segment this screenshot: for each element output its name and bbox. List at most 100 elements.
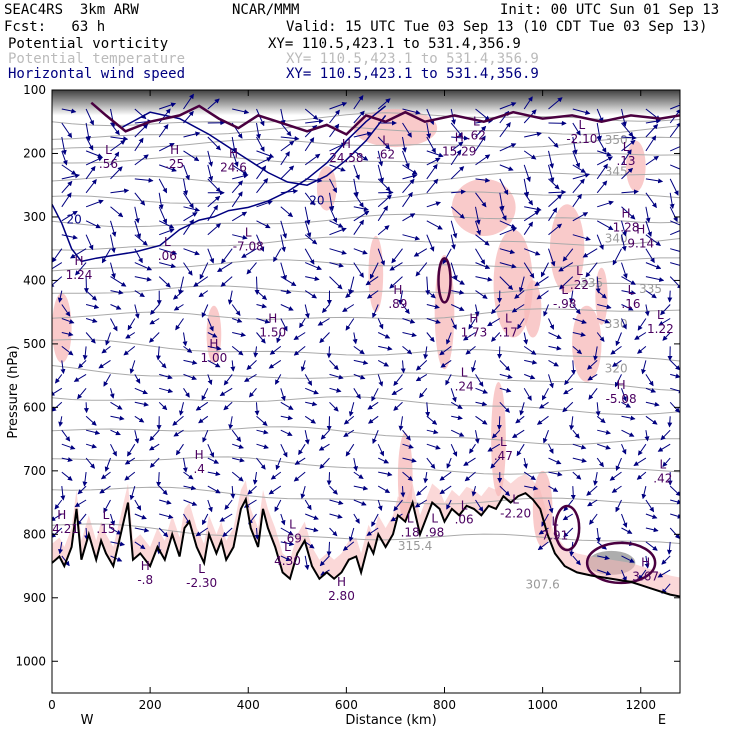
- extremum-mark: L: [657, 308, 664, 322]
- wind-arrow: [353, 373, 366, 380]
- theta-label: 307.6: [525, 577, 559, 591]
- field-label-pv: Potential vorticity: [8, 36, 169, 52]
- wind-arrow: [300, 485, 306, 500]
- wind-arrow: [414, 499, 428, 508]
- isentrope-line: [52, 486, 680, 505]
- wind-arrow: [280, 415, 294, 421]
- wind-arrow: [159, 373, 173, 380]
- wind-arrow: [524, 131, 542, 138]
- wind-arrow: [372, 304, 379, 319]
- wind-arrow: [110, 140, 126, 152]
- wind-arrow: [183, 359, 198, 365]
- wind-arrow: [280, 541, 295, 547]
- wind-arrow: [621, 429, 635, 437]
- theta-label: 315.4: [398, 539, 432, 553]
- wind-arrow: [207, 332, 218, 338]
- wind-arrow: [586, 360, 598, 370]
- wind-arrow: [353, 513, 360, 524]
- wind-arrow: [159, 262, 177, 269]
- wind-arrow: [304, 374, 313, 386]
- wind-arrow: [637, 318, 647, 331]
- wind-arrow: [304, 108, 319, 120]
- wind-arrow: [85, 318, 98, 323]
- east-endpoint-label: E: [658, 713, 666, 728]
- wind-arrow: [198, 415, 209, 424]
- wind-arrow: [256, 332, 266, 344]
- wind-arrow: [221, 248, 233, 264]
- wind-arrow: [523, 96, 533, 110]
- wind-arrow: [400, 486, 406, 498]
- wind-arrow: [158, 360, 167, 369]
- wind-arrow: [280, 188, 299, 194]
- wind-arrow: [572, 318, 587, 324]
- wind-arrow: [415, 262, 428, 277]
- wind-arrow: [660, 304, 671, 316]
- wind-arrow: [389, 262, 403, 271]
- wind-arrow: [377, 205, 388, 222]
- wind-arrow: [158, 124, 169, 138]
- wind-arrow: [231, 429, 242, 442]
- wind-arrow: [596, 290, 607, 299]
- wind-arrow: [572, 193, 582, 208]
- x-axis-label: Distance (km): [345, 713, 436, 728]
- wind-arrow: [548, 332, 562, 339]
- wind-arrow: [559, 276, 574, 290]
- wind-arrow: [670, 164, 680, 170]
- wind-arrow: [110, 429, 121, 436]
- wind-arrow: [85, 179, 97, 194]
- wind-arrow: [572, 304, 581, 315]
- wind-arrow: [52, 276, 63, 288]
- west-endpoint-label: W: [81, 713, 94, 728]
- wind-arrow: [298, 443, 306, 456]
- wind-arrow: [645, 387, 657, 393]
- wind-arrow: [256, 220, 271, 229]
- wind-arrow: [329, 192, 335, 212]
- wind-arrow: [595, 527, 601, 543]
- wind-arrow: [134, 137, 144, 152]
- wind-arrow: [597, 150, 612, 157]
- wind-arrow: [134, 220, 142, 239]
- wind-arrow: [173, 429, 184, 437]
- wind-arrow: [572, 332, 586, 337]
- extremum-value: 1.28: [613, 221, 640, 235]
- wind-arrow: [637, 443, 647, 456]
- wind-arrow: [353, 95, 364, 110]
- wind-arrow: [134, 541, 146, 550]
- extremum-mark: L: [407, 511, 414, 525]
- wind-arrow: [523, 345, 537, 355]
- wind-arrow: [499, 485, 510, 497]
- wind-arrow: [61, 457, 73, 462]
- y-tick-label: 1000: [15, 654, 46, 668]
- wind-arrow: [524, 485, 539, 491]
- wind-arrow: [475, 276, 493, 282]
- wind-arrow: [353, 248, 368, 255]
- wind-arrow: [446, 499, 452, 510]
- wind-arrow: [597, 569, 612, 576]
- model-title: SEAC4RS 3km ARW: [4, 2, 139, 18]
- pv-contour-tropopause: [90, 101, 680, 136]
- wind-arrow: [644, 304, 650, 317]
- pv-shading-blob: [397, 432, 413, 522]
- wind-arrow: [231, 180, 243, 194]
- wind-arrow: [134, 177, 154, 183]
- wind-arrow: [426, 157, 441, 166]
- extremum-value: -.98: [553, 297, 576, 311]
- wind-arrow: [219, 387, 233, 397]
- wind-arrow: [329, 360, 339, 371]
- wind-arrow: [61, 318, 75, 324]
- wind-arrow: [596, 136, 607, 154]
- extremum-value: .42: [653, 471, 672, 485]
- wind-arrow: [475, 220, 482, 236]
- wind-arrow: [345, 443, 355, 457]
- extremum-value: 1.50: [259, 325, 286, 339]
- wind-arrow: [129, 485, 136, 501]
- wind-arrow: [246, 262, 257, 275]
- extremum-mark: H: [141, 559, 150, 573]
- wind-arrow: [369, 262, 379, 280]
- wind-arrow: [377, 359, 390, 367]
- wind-arrow: [445, 374, 452, 386]
- wind-arrow: [320, 429, 330, 440]
- wind-arrow: [645, 290, 657, 299]
- wind-arrow: [195, 527, 209, 537]
- wind-arrow: [645, 206, 651, 223]
